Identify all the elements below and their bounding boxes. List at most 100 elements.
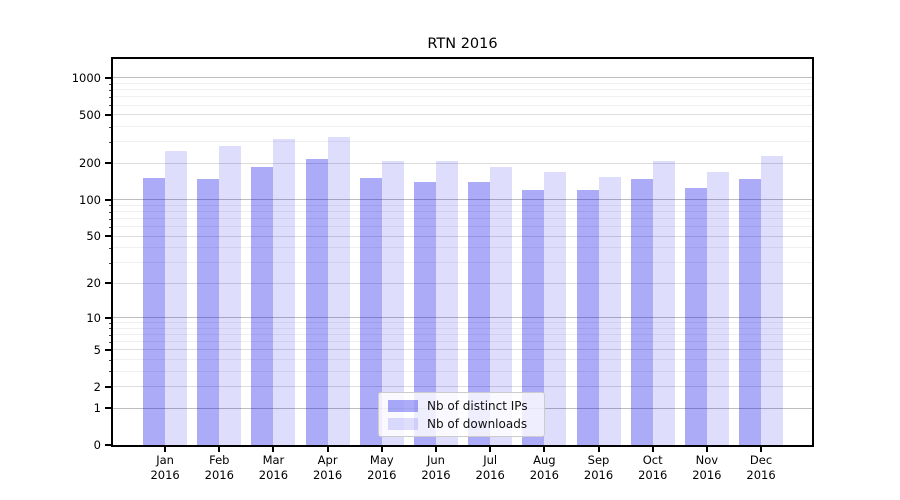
x-tick-label-aug: Aug 2016 bbox=[514, 453, 574, 483]
x-tick-label-mar: Mar 2016 bbox=[243, 453, 303, 483]
gridline-3 bbox=[113, 370, 812, 372]
y-minor-tick-400 bbox=[109, 126, 111, 128]
legend: Nb of distinct IPs Nb of downloads bbox=[378, 392, 545, 437]
bar-downloads-nov bbox=[706, 171, 729, 445]
y-minor-tick-700 bbox=[109, 96, 111, 98]
bar-downloads-feb bbox=[219, 145, 242, 445]
gridline-70 bbox=[113, 218, 812, 220]
x-tick-may bbox=[380, 447, 383, 452]
x-tick-label-may: May 2016 bbox=[352, 453, 412, 483]
x-tick-jun bbox=[434, 447, 437, 452]
bar-downloads-aug bbox=[544, 172, 567, 445]
x-label-month: Jun bbox=[427, 453, 445, 467]
x-label-year: 2016 bbox=[475, 468, 505, 482]
y-minor-tick-9 bbox=[109, 322, 111, 324]
x-label-month: Nov bbox=[695, 453, 719, 467]
y-minor-tick-6 bbox=[109, 341, 111, 343]
y-minor-tick-7 bbox=[109, 334, 111, 336]
x-label-year: 2016 bbox=[204, 468, 234, 482]
bar-downloads-sep bbox=[598, 176, 621, 445]
x-tick-sep bbox=[597, 447, 600, 452]
y-minor-tick-90 bbox=[109, 205, 111, 207]
bar-downloads-apr bbox=[327, 137, 350, 445]
bar-distinct-ips-dec bbox=[739, 178, 762, 445]
y-tick-20 bbox=[105, 282, 111, 285]
x-tick-feb bbox=[218, 447, 221, 452]
y-tick-label-5: 5 bbox=[93, 342, 101, 357]
x-label-month: May bbox=[369, 453, 394, 467]
bar-downloads-oct bbox=[652, 160, 675, 445]
y-tick-label-200: 200 bbox=[79, 156, 101, 171]
x-label-year: 2016 bbox=[529, 468, 559, 482]
bar-distinct-ips-jun bbox=[413, 181, 436, 445]
x-tick-label-jul: Jul 2016 bbox=[460, 453, 520, 483]
bar-distinct-ips-sep bbox=[576, 190, 599, 445]
y-minor-tick-4 bbox=[109, 359, 111, 361]
y-tick-0 bbox=[105, 444, 111, 446]
x-tick-label-sep: Sep 2016 bbox=[569, 453, 629, 483]
gridline-30 bbox=[113, 262, 812, 264]
x-tick-oct bbox=[651, 447, 654, 452]
bar-downloads-jul bbox=[490, 166, 513, 445]
x-tick-label-jun: Jun 2016 bbox=[406, 453, 466, 483]
x-tick-aug bbox=[543, 447, 546, 452]
y-tick-1 bbox=[105, 407, 111, 410]
x-label-month: Sep bbox=[587, 453, 610, 467]
x-tick-jan bbox=[164, 447, 167, 452]
legend-swatch-distinct-ips bbox=[388, 399, 418, 412]
gridline-10 bbox=[113, 317, 812, 319]
x-label-year: 2016 bbox=[258, 468, 289, 482]
gridline-50 bbox=[113, 235, 812, 237]
y-tick-500 bbox=[105, 113, 111, 116]
gridline-700 bbox=[113, 96, 812, 98]
x-label-month: Dec bbox=[749, 453, 773, 467]
y-tick-label-10: 10 bbox=[86, 310, 101, 325]
gridline-100 bbox=[113, 199, 812, 201]
x-label-month: Mar bbox=[262, 453, 285, 467]
gridline-90 bbox=[113, 204, 812, 206]
y-tick-10 bbox=[105, 316, 111, 319]
plot-area bbox=[113, 59, 812, 445]
bar-distinct-ips-oct bbox=[630, 178, 653, 445]
y-tick-50 bbox=[105, 235, 111, 238]
gridline-20 bbox=[113, 282, 812, 284]
bar-distinct-ips-nov bbox=[684, 188, 707, 445]
bar-distinct-ips-jan bbox=[143, 178, 166, 445]
y-tick-label-0: 0 bbox=[93, 438, 101, 452]
y-tick-2 bbox=[105, 385, 111, 388]
gridline-300 bbox=[113, 141, 812, 143]
x-tick-dec bbox=[760, 447, 763, 452]
y-tick-label-1: 1 bbox=[93, 401, 101, 416]
x-label-month: Oct bbox=[642, 453, 663, 467]
y-tick-label-100: 100 bbox=[79, 192, 101, 207]
x-label-month: Apr bbox=[317, 453, 338, 467]
bar-distinct-ips-aug bbox=[522, 190, 545, 445]
bar-downloads-mar bbox=[273, 139, 296, 445]
gridline-500 bbox=[113, 114, 812, 116]
bar-downloads-jun bbox=[435, 161, 458, 445]
y-tick-200 bbox=[105, 162, 111, 165]
gridline-60 bbox=[113, 226, 812, 228]
legend-item-distinct-ips: Nb of distinct IPs bbox=[388, 399, 535, 413]
x-label-month: Jul bbox=[483, 453, 498, 467]
y-minor-tick-600 bbox=[109, 105, 111, 107]
legend-swatch-downloads bbox=[388, 417, 418, 430]
x-label-year: 2016 bbox=[421, 468, 451, 482]
x-tick-apr bbox=[326, 447, 329, 452]
chart-title: RTN 2016 bbox=[427, 36, 498, 52]
gridline-80 bbox=[113, 211, 812, 213]
gridline-800 bbox=[113, 89, 812, 91]
y-tick-5 bbox=[105, 348, 111, 351]
bar-distinct-ips-feb bbox=[197, 179, 220, 445]
gridline-7 bbox=[113, 334, 812, 336]
y-minor-tick-70 bbox=[109, 218, 111, 220]
y-minor-tick-40 bbox=[109, 247, 111, 249]
legend-label-distinct-ips: Nb of distinct IPs bbox=[427, 398, 528, 413]
x-tick-label-feb: Feb 2016 bbox=[189, 453, 249, 483]
gridline-2 bbox=[113, 386, 812, 388]
y-tick-label-500: 500 bbox=[79, 107, 101, 122]
bar-downloads-jan bbox=[165, 150, 188, 445]
gridline-9 bbox=[113, 322, 812, 324]
y-minor-tick-60 bbox=[109, 226, 111, 228]
